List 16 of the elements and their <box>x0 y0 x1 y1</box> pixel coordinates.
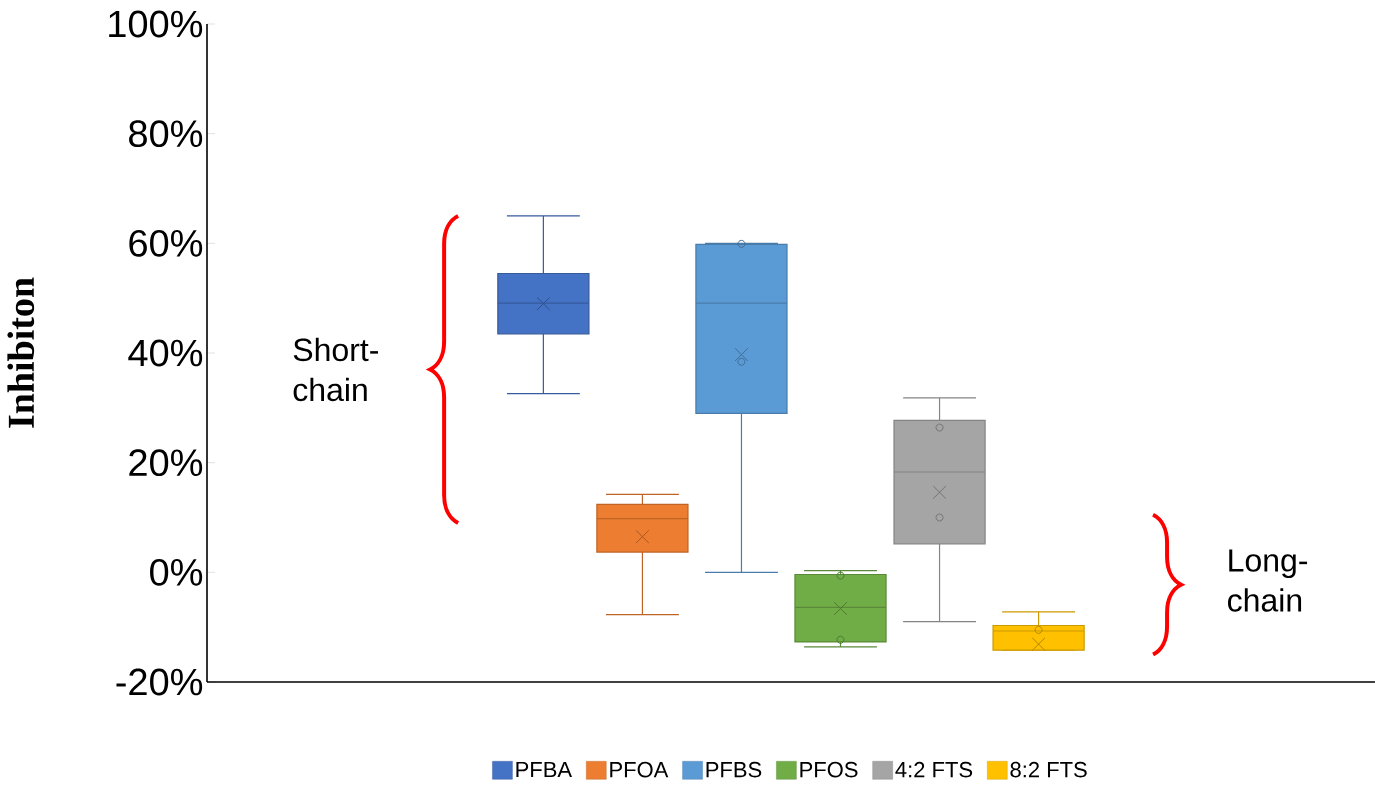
y-tick-label: 100% <box>109 10 203 38</box>
annotation: Long-chain <box>1228 549 1308 612</box>
legend-label: 4:2 FTS <box>895 761 973 778</box>
y-tick-label: 0% <box>150 558 203 586</box>
y-tick-label: 60% <box>129 229 203 257</box>
y-tick-label: 80% <box>129 120 203 148</box>
y-tick-label: 20% <box>129 449 203 477</box>
legend-label: PFOS <box>800 761 858 778</box>
legend-label: PFBS <box>706 761 762 778</box>
y-tick-label: 40% <box>128 339 203 367</box>
legend-label: PFOA <box>610 761 669 778</box>
annotation: Short-chain <box>293 337 378 402</box>
y-tick-label: -20% <box>116 668 203 696</box>
legend-label: 8:2 FTS <box>1010 761 1087 778</box>
legend-label: PFBA <box>516 761 573 778</box>
y-axis-title: Inhibiton <box>7 277 35 428</box>
